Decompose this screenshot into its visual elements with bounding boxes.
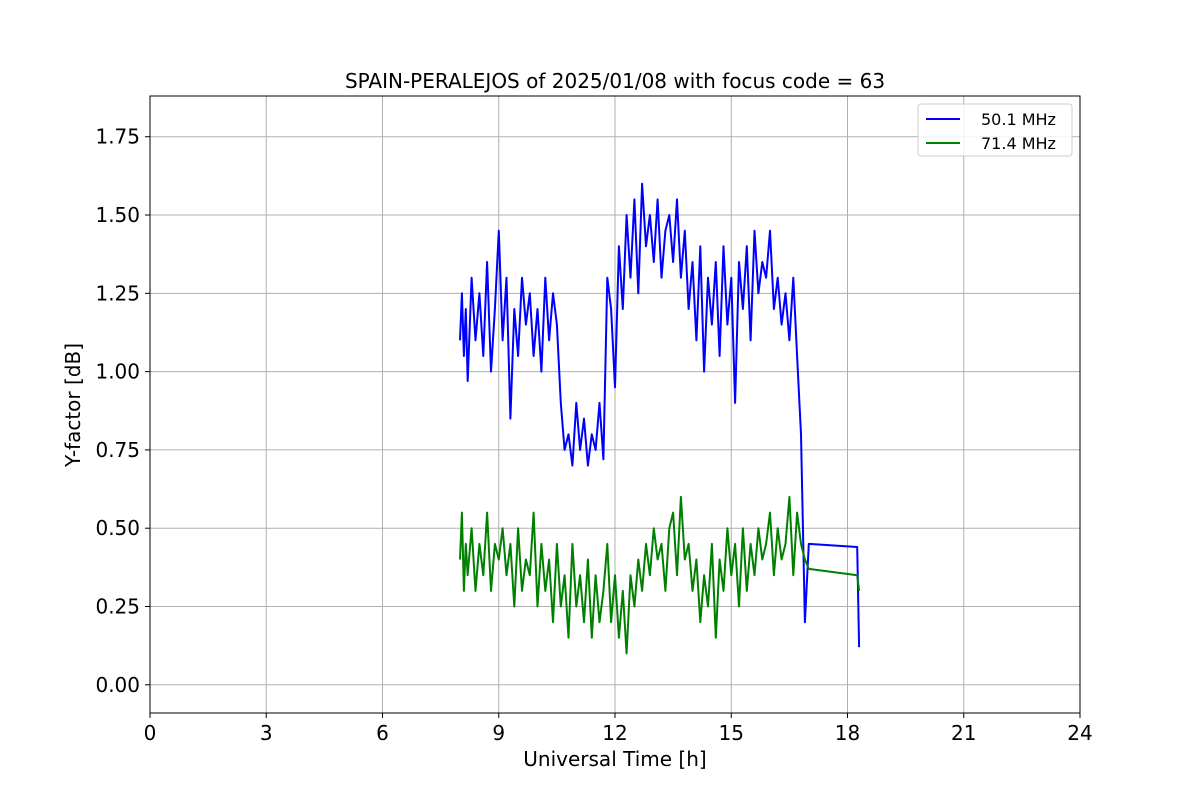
- y-tick-label: 1.25: [95, 281, 140, 305]
- y-tick-label: 1.75: [95, 125, 140, 149]
- series-line-0: [459, 182, 861, 648]
- series-line-1: [459, 495, 861, 655]
- legend-label-0: 50.1 MHz: [981, 110, 1056, 129]
- x-tick-label: 24: [1067, 721, 1092, 745]
- legend: 50.1 MHz 71.4 MHz: [917, 103, 1073, 157]
- legend-label-1: 71.4 MHz: [981, 134, 1056, 153]
- x-tick-label: 12: [602, 721, 627, 745]
- grid-lines: [149, 96, 1081, 713]
- y-tick-label: 0.75: [95, 438, 140, 462]
- x-tick-label: 15: [719, 721, 744, 745]
- y-axis-title: Y-factor [dB]: [61, 343, 85, 468]
- y-tick-label: 1.50: [95, 203, 140, 227]
- x-tick-label: 18: [835, 721, 860, 745]
- series-layer: [459, 182, 861, 655]
- y-tick-label: 0.50: [95, 516, 140, 540]
- x-tick-label: 21: [951, 721, 976, 745]
- x-tick-label: 3: [260, 721, 273, 745]
- chart-title: SPAIN-PERALEJOS of 2025/01/08 with focus…: [345, 69, 885, 93]
- x-axis: 0 3 6 9 12 15 18 21 24: [144, 713, 1093, 745]
- x-tick-label: 9: [492, 721, 505, 745]
- y-tick-label: 1.00: [95, 360, 140, 384]
- x-tick-label: 6: [376, 721, 389, 745]
- y-tick-label: 0.00: [95, 673, 140, 697]
- x-axis-title: Universal Time [h]: [523, 747, 706, 771]
- y-tick-label: 0.25: [95, 595, 140, 619]
- y-axis: 0.00 0.25 0.50 0.75 1.00 1.25 1.50 1.75: [95, 125, 150, 697]
- x-tick-label: 0: [144, 721, 157, 745]
